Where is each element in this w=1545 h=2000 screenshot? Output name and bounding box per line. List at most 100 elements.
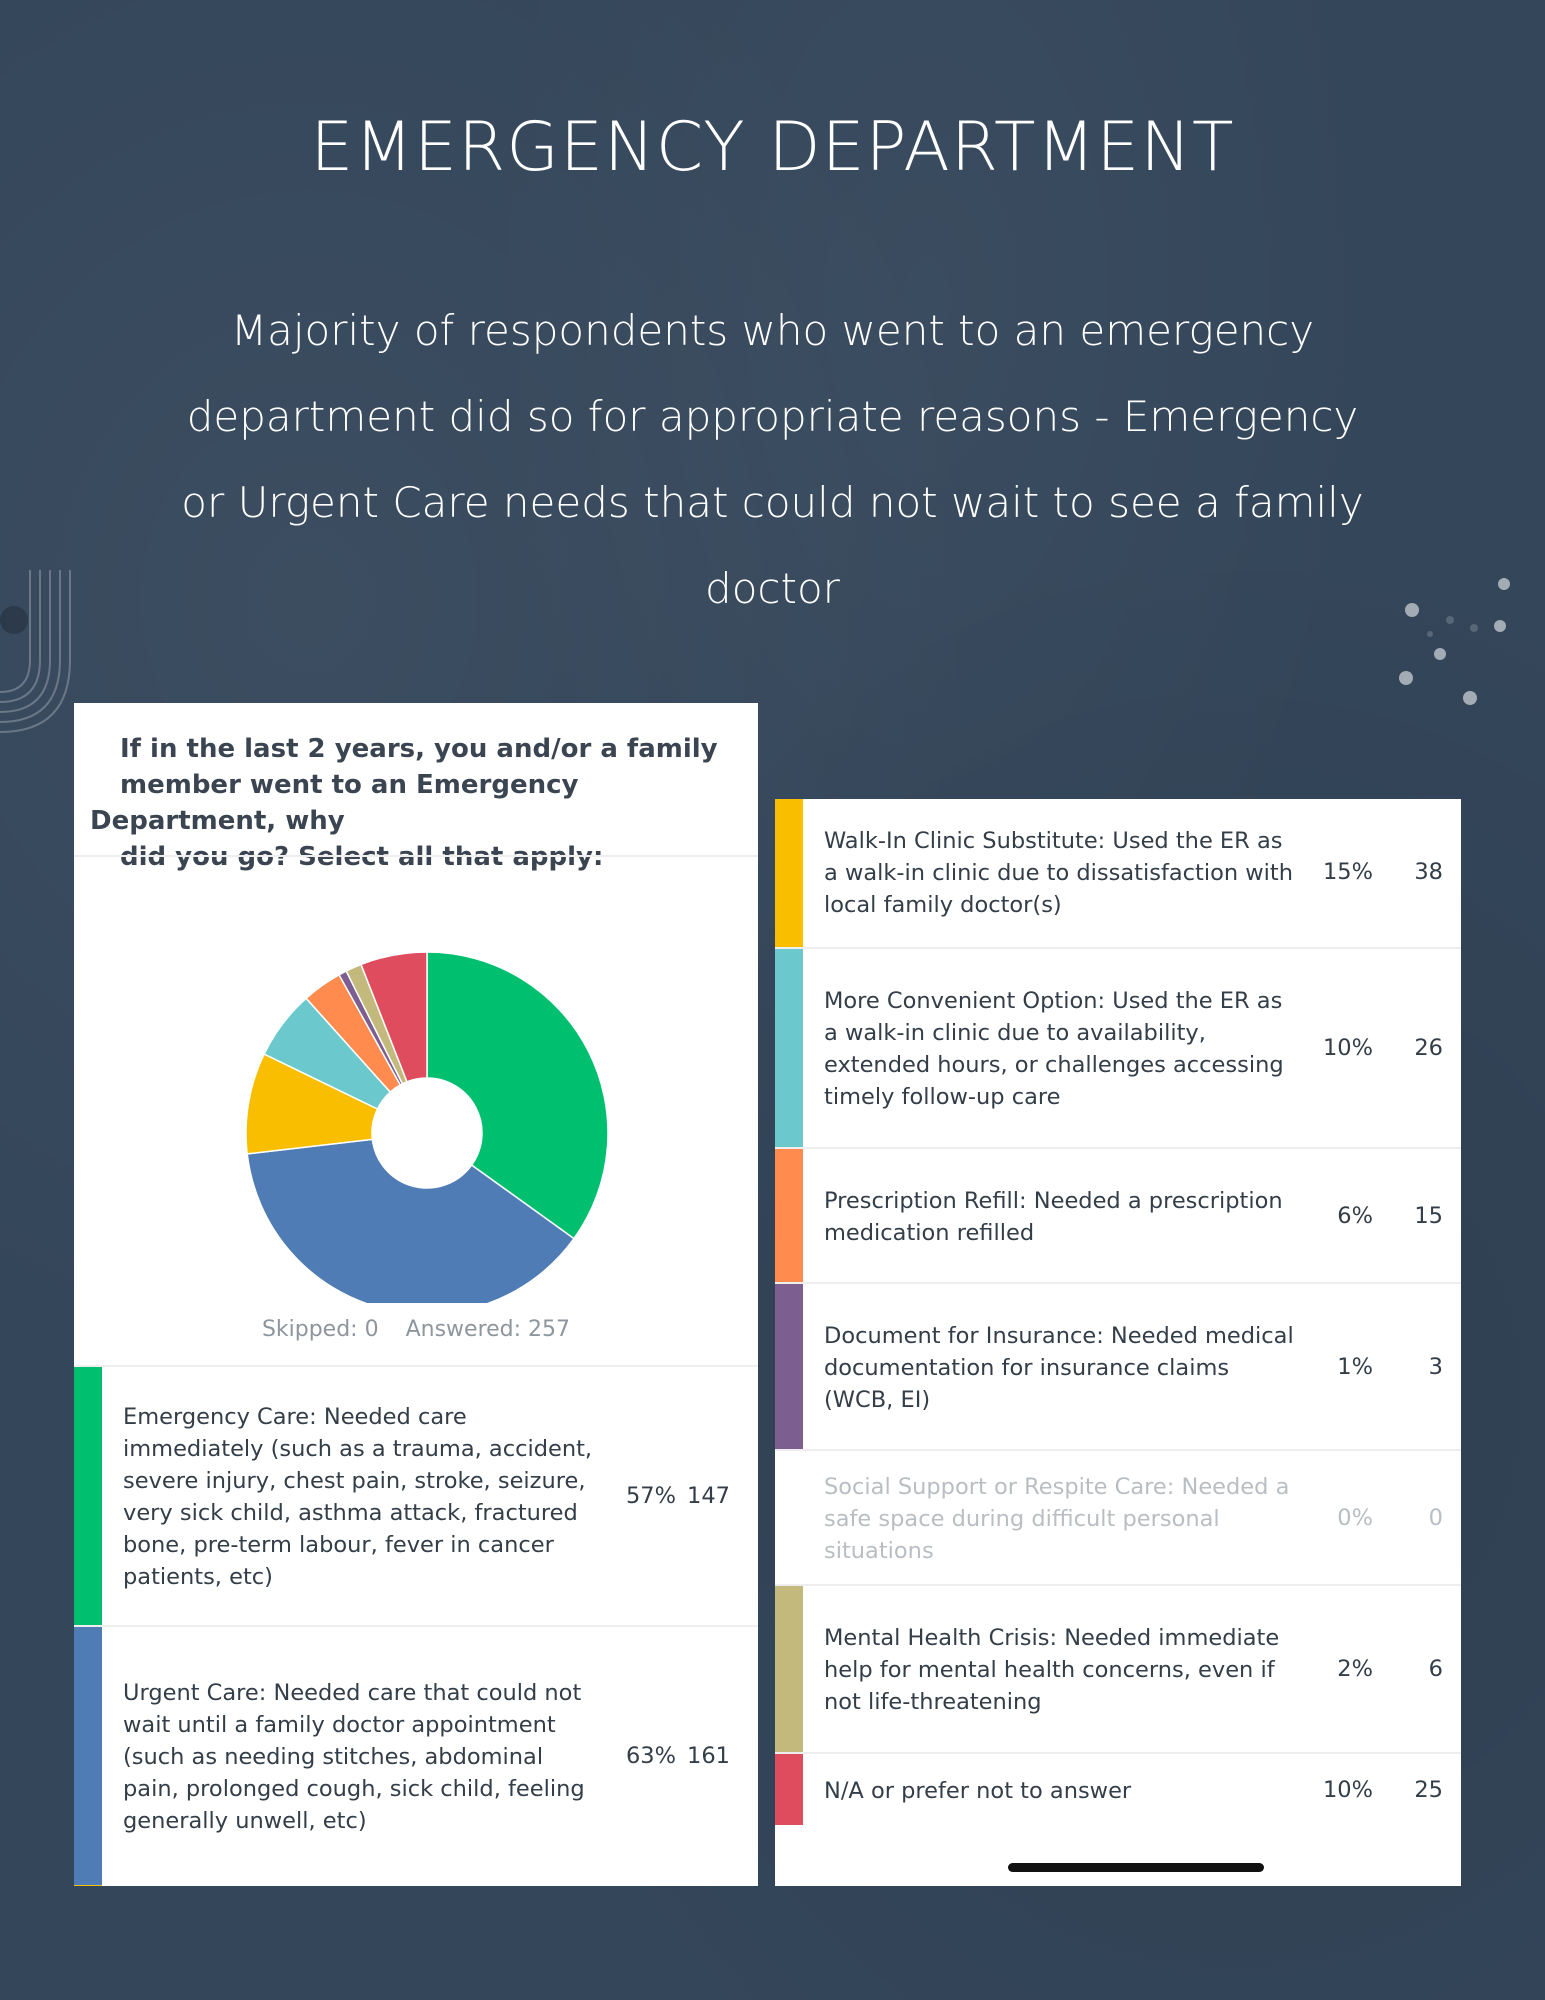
- question-line: If in the last 2 years, you and/or a fam…: [120, 734, 718, 764]
- answer-label-line: Urgent Care: Needed care that could not: [123, 1680, 582, 1706]
- answer-color-bar: [775, 799, 803, 947]
- answer-row: Emergency Care: Needed care immediately (…: [74, 1365, 758, 1625]
- survey-card-left: If in the last 2 years, you and/or a fam…: [74, 703, 758, 1886]
- answer-percent: 15%: [1322, 859, 1373, 885]
- answer-percent: 63%: [625, 1743, 676, 1769]
- answer-label-line: very sick child, asthma attack, fracture…: [123, 1500, 578, 1526]
- answer-color-bar: [775, 1284, 803, 1449]
- answer-color-bar: [775, 1451, 803, 1584]
- answer-count: 26: [1414, 1035, 1443, 1061]
- answer-label-line: (such as needing stitches, abdominal: [123, 1744, 544, 1770]
- answer-row: Urgent Care: Needed care that could not w…: [74, 1625, 758, 1885]
- answer-label-line: pain, prolonged cough, sick child, feeli…: [123, 1776, 585, 1802]
- pie-slice-1[interactable]: [426, 951, 609, 1240]
- answer-label: More Convenient Option: Used the ER as a …: [824, 985, 1314, 1113]
- answer-row: Prescription Refill: Needed a prescripti…: [775, 1147, 1461, 1282]
- answer-label-line: Prescription Refill: Needed a prescripti…: [824, 1188, 1283, 1214]
- answer-label-line: Emergency Care: Needed care: [123, 1404, 467, 1430]
- answer-label-line: help for mental health concerns, even if: [824, 1657, 1275, 1683]
- answer-list-right: Walk-In Clinic Substitute: Used the ER a…: [775, 799, 1461, 1825]
- answer-label: N/A or prefer not to answer: [824, 1775, 1314, 1807]
- answer-row: Walk-In Clinic Substitute: Used the ER a…: [775, 799, 1461, 947]
- answer-label: Walk-In Clinic Substitute: Used the ER a…: [824, 825, 1314, 921]
- answer-label-line: local family doctor(s): [824, 892, 1062, 918]
- answer-percent: 10%: [1322, 1035, 1373, 1061]
- answer-label-line: situations: [824, 1538, 934, 1564]
- answer-color-bar: [775, 949, 803, 1147]
- answer-percent: 0%: [1337, 1505, 1373, 1531]
- subtitle-line: Majority of respondents who went to an e…: [230, 306, 1315, 355]
- answer-label-line: N/A or prefer not to answer: [824, 1778, 1132, 1804]
- answer-label-line: safe space during difficult personal: [824, 1506, 1220, 1532]
- answer-label-line: Document for Insurance: Needed medical: [824, 1323, 1294, 1349]
- answer-percent: 2%: [1337, 1656, 1373, 1682]
- answer-label: Urgent Care: Needed care that could not w…: [123, 1677, 593, 1837]
- answer-list-left: Emergency Care: Needed care immediately (…: [74, 1365, 758, 1886]
- answer-label-line: documentation for insurance claims: [824, 1355, 1230, 1381]
- next-row-color-bar: [74, 1885, 102, 1886]
- answer-label-line: not life-threatening: [824, 1689, 1042, 1715]
- answer-label: Document for Insurance: Needed medical do…: [824, 1320, 1314, 1416]
- answer-label-line: Walk-In Clinic Substitute: Used the ER a…: [824, 828, 1283, 854]
- answer-row: Mental Health Crisis: Needed immediate he…: [775, 1584, 1461, 1752]
- subtitle-line: department did so for appropriate reason…: [186, 392, 1359, 441]
- answer-label-line: patients, etc): [123, 1564, 273, 1590]
- answer-count: 0: [1428, 1505, 1443, 1531]
- answer-count: 25: [1414, 1777, 1443, 1803]
- survey-question: If in the last 2 years, you and/or a fam…: [90, 731, 750, 875]
- answer-color-bar: [74, 1627, 102, 1885]
- answer-color-bar: [74, 1367, 102, 1625]
- answer-label-line: (WCB, EI): [824, 1387, 931, 1413]
- answer-count: 147: [687, 1483, 730, 1509]
- answer-label-line: a walk-in clinic due to availability,: [824, 1020, 1206, 1046]
- survey-card-right: Walk-In Clinic Substitute: Used the ER a…: [775, 799, 1461, 1886]
- answer-label-line: More Convenient Option: Used the ER as: [824, 988, 1283, 1014]
- answer-label-line: extended hours, or challenges accessing: [824, 1052, 1284, 1078]
- answer-count: 38: [1414, 859, 1443, 885]
- home-indicator: [1008, 1863, 1264, 1872]
- answer-color-bar: [775, 1586, 803, 1752]
- answer-row: More Convenient Option: Used the ER as a …: [775, 947, 1461, 1147]
- answer-count: 6: [1428, 1656, 1443, 1682]
- answer-label: Prescription Refill: Needed a prescripti…: [824, 1185, 1314, 1249]
- question-divider: [74, 855, 758, 857]
- question-line: did you go? Select all that apply:: [120, 842, 604, 872]
- subtitle-line: doctor: [705, 564, 840, 613]
- skipped-count: Skipped: 0: [261, 1317, 379, 1342]
- subtitle-line: or Urgent Care needs that could not wait…: [181, 478, 1364, 527]
- answer-count: 3: [1428, 1354, 1443, 1380]
- answer-label: Emergency Care: Needed care immediately (…: [123, 1401, 593, 1593]
- page-subtitle: Majority of respondents who went to an e…: [140, 288, 1405, 632]
- answer-row: Document for Insurance: Needed medical do…: [775, 1282, 1461, 1449]
- answer-label-line: Mental Health Crisis: Needed immediate: [824, 1625, 1280, 1651]
- pie-slice-9[interactable]: [360, 951, 428, 1083]
- answer-percent: 10%: [1322, 1777, 1373, 1803]
- answer-count: 15: [1414, 1203, 1443, 1229]
- answer-label-line: wait until a family doctor appointment: [123, 1712, 556, 1738]
- answer-label-line: bone, pre-term labour, fever in cancer: [123, 1532, 554, 1558]
- answer-label: Mental Health Crisis: Needed immediate he…: [824, 1622, 1314, 1718]
- answer-label: Social Support or Respite Care: Needed a…: [824, 1471, 1314, 1567]
- answer-label-line: timely follow-up care: [824, 1084, 1061, 1110]
- answered-count: Answered: 257: [405, 1317, 571, 1342]
- page-title: EMERGENCY DEPARTMENT: [310, 108, 1235, 187]
- answer-label-line: a walk-in clinic due to dissatisfaction …: [824, 860, 1294, 886]
- pie-slice-2[interactable]: [246, 1138, 576, 1303]
- answer-label-line: immediately (such as a trauma, accident,: [123, 1436, 593, 1462]
- answer-row: N/A or prefer not to answer 10% 25: [775, 1752, 1461, 1825]
- answer-color-bar: [775, 1754, 803, 1825]
- answer-label-line: Social Support or Respite Care: Needed a: [824, 1474, 1290, 1500]
- answer-label-line: medication refilled: [824, 1220, 1035, 1246]
- answer-count: 161: [687, 1743, 730, 1769]
- answer-percent: 57%: [625, 1483, 676, 1509]
- decorative-lines-graphic: [0, 570, 71, 733]
- answer-percent: 6%: [1337, 1203, 1373, 1229]
- decorative-dots-graphic: [1399, 578, 1510, 705]
- response-summary: Skipped: 0 Answered: 257: [74, 1317, 758, 1342]
- answer-label-line: severe injury, chest pain, stroke, seizu…: [123, 1468, 586, 1494]
- answer-color-bar: [775, 1149, 803, 1282]
- answer-row: Social Support or Respite Care: Needed a…: [775, 1449, 1461, 1584]
- answer-percent: 1%: [1337, 1354, 1373, 1380]
- answer-label-line: generally unwell, etc): [123, 1808, 367, 1834]
- question-line: member went to an Emergency Department, …: [90, 770, 579, 836]
